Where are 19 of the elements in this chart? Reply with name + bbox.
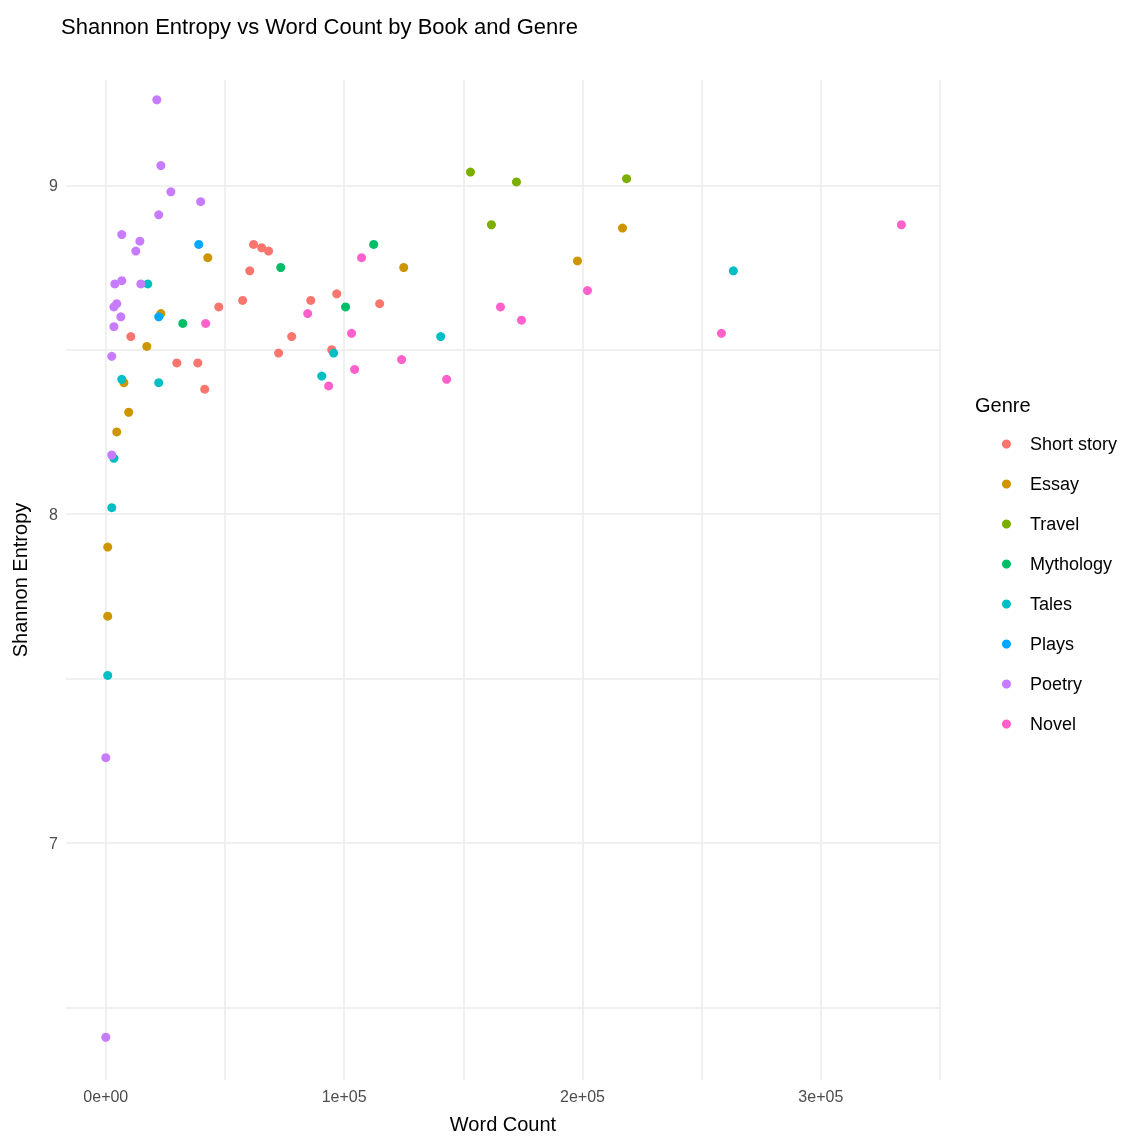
x-axis-title: Word Count bbox=[449, 1113, 557, 1135]
y-axis-title: Shannon Entropy bbox=[9, 502, 31, 658]
x-tick-label: 3e+05 bbox=[798, 1087, 844, 1105]
legend-label: Tales bbox=[1029, 594, 1072, 614]
x-tick-label: 1e+05 bbox=[321, 1087, 367, 1105]
legend-label: Plays bbox=[1029, 634, 1074, 654]
y-tick-label: 8 bbox=[49, 505, 59, 523]
legend-label: Novel bbox=[1029, 714, 1076, 734]
x-tick-label: 2e+05 bbox=[560, 1087, 606, 1105]
legend-title: Genre bbox=[975, 394, 1031, 416]
legend-label: Essay bbox=[1029, 474, 1079, 494]
x-tick-label: 0e+00 bbox=[83, 1087, 129, 1105]
legend-label: Mythology bbox=[1029, 554, 1113, 574]
y-tick-label: 9 bbox=[49, 176, 59, 194]
chart-title: Shannon Entropy vs Word Count by Book and Genre bbox=[61, 13, 578, 39]
legend-label: Short story bbox=[1029, 434, 1117, 454]
y-tick-label: 7 bbox=[49, 834, 59, 852]
legend-label: Travel bbox=[1029, 514, 1080, 534]
legend-label: Poetry bbox=[1029, 674, 1082, 694]
